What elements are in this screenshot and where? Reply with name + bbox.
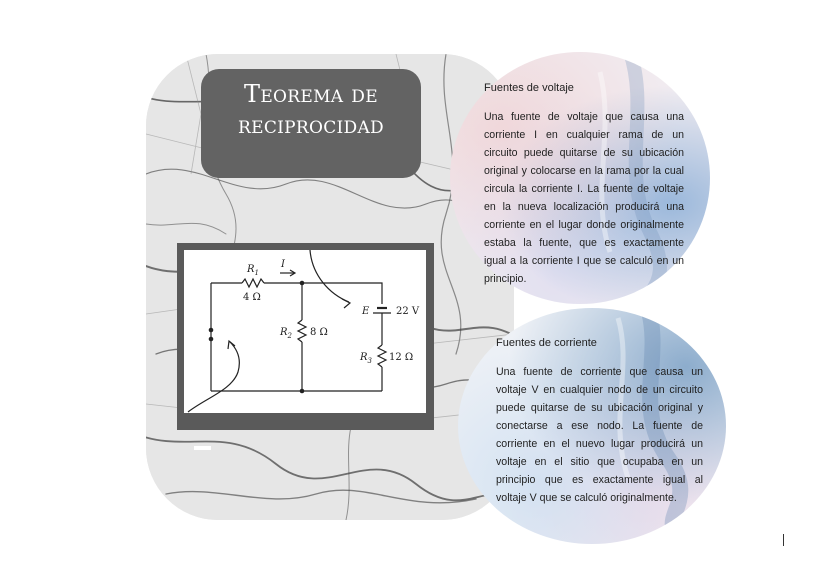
current-body: Una fuente de corriente que causa un vol… (496, 366, 703, 504)
r1-subscript: 1 (255, 269, 259, 277)
r3-value: 12 Ω (389, 352, 413, 363)
relocation-arrow-top (309, 250, 350, 303)
title-box: Teorema de reciprocidad (201, 69, 421, 178)
title-line-1: Teorema de (244, 80, 378, 108)
r3-subscript: 3 (368, 357, 373, 365)
relocation-arrow-bottom (187, 341, 240, 413)
r2-value: 8 Ω (310, 327, 328, 338)
node-top (299, 280, 305, 286)
voltage-bubble (450, 52, 710, 304)
node-bottom (299, 388, 305, 394)
current-label: I (280, 259, 286, 270)
current-heading: Fuentes de corriente (496, 337, 597, 349)
svg-text:R3: R3 (359, 352, 373, 365)
resistor-r2 (296, 319, 308, 343)
svg-text:R1: R1 (246, 264, 259, 277)
svg-text:R2: R2 (279, 327, 293, 340)
r1-label: R (246, 264, 255, 275)
r2-label: R (279, 327, 288, 338)
node-left-2 (208, 336, 214, 342)
current-bubble (458, 308, 726, 544)
r3-label: R (359, 352, 368, 363)
wire-top-right (302, 282, 383, 304)
source-label: E (361, 306, 370, 317)
resistor-r3 (376, 344, 388, 368)
decorative-dash (194, 446, 211, 450)
resistor-r1 (241, 277, 265, 289)
r1-value: 4 Ω (243, 292, 261, 303)
page-mark (783, 534, 784, 546)
node-left-1 (208, 327, 214, 333)
voltage-heading: Fuentes de voltaje (484, 82, 574, 94)
voltage-body: Una fuente de voltaje que causa una corr… (484, 111, 684, 285)
circuit-diagram: R1 4 Ω I R2 8 Ω E 22 V R3 12 Ω (184, 250, 426, 413)
page-title: Teorema de reciprocidad (201, 79, 421, 141)
circuit-frame: R1 4 Ω I R2 8 Ω E 22 V R3 12 Ω (177, 243, 434, 430)
title-line-2: reciprocidad (238, 111, 384, 139)
r2-subscript: 2 (287, 332, 293, 340)
source-value: 22 V (396, 306, 420, 317)
